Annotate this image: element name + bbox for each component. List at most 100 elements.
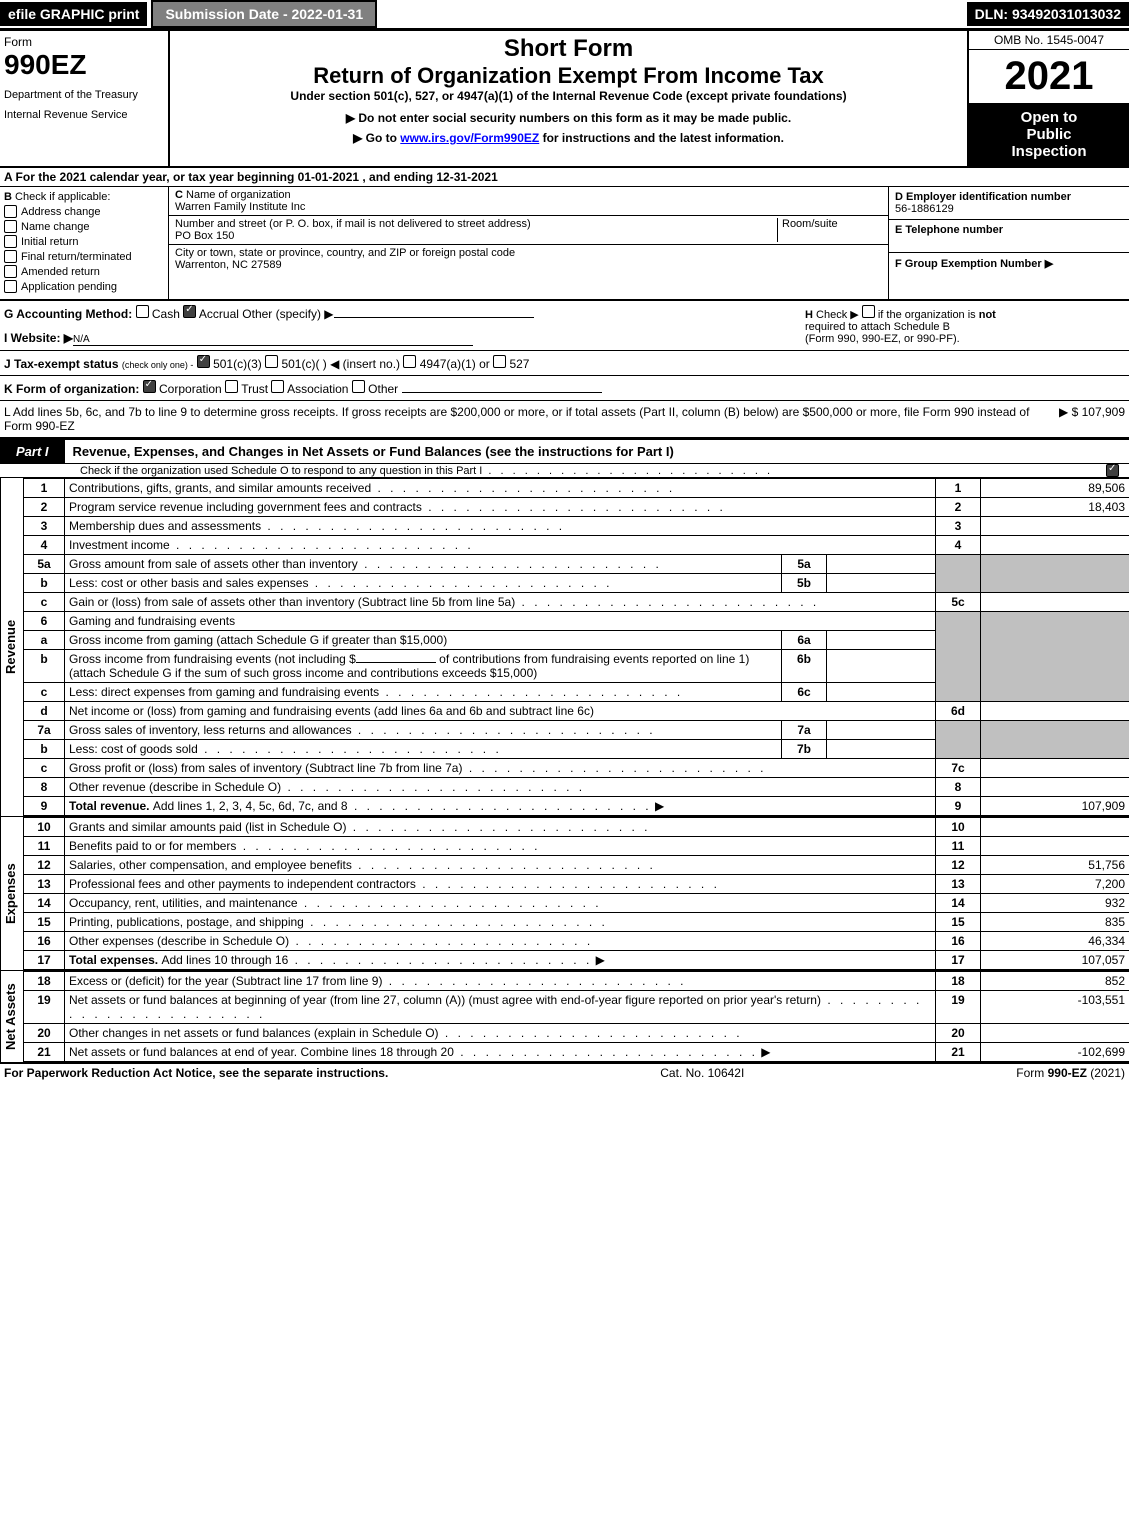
label: Gross sales of inventory, less returns a… bbox=[69, 723, 656, 737]
j-2: 501(c)( ) ◀ (insert no.) bbox=[281, 357, 400, 371]
line-5b: bLess: cost or other basis and sales exp… bbox=[24, 574, 1129, 593]
ein-cell: D Employer identification number 56-1886… bbox=[889, 187, 1129, 220]
goto-link[interactable]: www.irs.gov/Form990EZ bbox=[400, 131, 539, 145]
checkbox-icon[interactable] bbox=[862, 305, 875, 318]
label: Grants and similar amounts paid (list in… bbox=[69, 820, 650, 834]
line-11: 11Benefits paid to or for members11 bbox=[24, 837, 1129, 856]
footer-right-bold: 990-EZ bbox=[1048, 1066, 1087, 1080]
line-17: 17Total expenses. Add lines 10 through 1… bbox=[24, 951, 1129, 970]
form-header: Form 990EZ Department of the Treasury In… bbox=[0, 29, 1129, 168]
tax-year: 2021 bbox=[969, 50, 1129, 103]
checkbox-icon[interactable] bbox=[493, 355, 506, 368]
label: Other expenses (describe in Schedule O) bbox=[69, 934, 593, 948]
chk-initial-return[interactable]: Initial return bbox=[4, 235, 164, 248]
j-sub: (check only one) - bbox=[122, 360, 194, 370]
contrib-input[interactable] bbox=[356, 662, 436, 663]
line-7c: cGross profit or (loss) from sales of in… bbox=[24, 759, 1129, 778]
street-label: Number and street (or P. O. box, if mail… bbox=[175, 218, 531, 230]
line-6a: aGross income from gaming (attach Schedu… bbox=[24, 631, 1129, 650]
checkbox-icon[interactable] bbox=[271, 380, 284, 393]
org-form-line: K Form of organization: Corporation Trus… bbox=[0, 376, 1129, 401]
header-right: OMB No. 1545-0047 2021 Open to Public In… bbox=[967, 31, 1129, 166]
city-label: City or town, state or province, country… bbox=[175, 247, 515, 259]
label: Occupancy, rent, utilities, and maintena… bbox=[69, 896, 602, 910]
line-7a: 7aGross sales of inventory, less returns… bbox=[24, 721, 1129, 740]
label: Investment income bbox=[69, 538, 474, 552]
label2: Add lines 1, 2, 3, 4, 5c, 6d, 7c, and 8 bbox=[153, 799, 652, 813]
city: Warrenton, NC 27589 bbox=[175, 259, 282, 271]
street: PO Box 150 bbox=[175, 230, 234, 242]
chk-final-return[interactable]: Final return/terminated bbox=[4, 250, 164, 263]
checkbox-icon bbox=[4, 220, 17, 233]
h-text1: Check ▶ bbox=[816, 309, 859, 321]
page-footer: For Paperwork Reduction Act Notice, see … bbox=[0, 1064, 1129, 1082]
j-4: 527 bbox=[509, 357, 529, 371]
k-1: Corporation bbox=[159, 382, 222, 396]
part1-title: Revenue, Expenses, and Changes in Net As… bbox=[65, 444, 1129, 459]
section-b: B Check if applicable: Address change Na… bbox=[0, 187, 169, 299]
revenue-section: Revenue 1Contributions, gifts, grants, a… bbox=[0, 478, 1129, 817]
other-org-input[interactable] bbox=[402, 392, 602, 393]
checkbox-checked-icon[interactable] bbox=[143, 380, 156, 393]
other-input[interactable] bbox=[334, 317, 534, 318]
j-3: 4947(a)(1) or bbox=[420, 357, 490, 371]
g-cash: Cash bbox=[152, 307, 180, 321]
efile-label: efile GRAPHIC print bbox=[0, 2, 147, 26]
line-8: 8Other revenue (describe in Schedule O)8 bbox=[24, 778, 1129, 797]
line-1: 1Contributions, gifts, grants, and simil… bbox=[24, 479, 1129, 498]
f-label: F Group Exemption Number ▶ bbox=[895, 258, 1053, 270]
arrow-icon: ▶ bbox=[655, 799, 664, 813]
checkbox-icon[interactable] bbox=[352, 380, 365, 393]
checkbox-icon[interactable] bbox=[265, 355, 278, 368]
i-label: I Website: ▶ bbox=[4, 331, 73, 345]
checkbox-icon[interactable] bbox=[136, 305, 149, 318]
chk-address-change[interactable]: Address change bbox=[4, 205, 164, 218]
h-text4: (Form 990, 990-EZ, or 990-PF). bbox=[805, 333, 960, 345]
submission-date: Submission Date - 2022-01-31 bbox=[151, 0, 377, 28]
h-label: H bbox=[805, 309, 813, 321]
section-h: H Check ▶ if the organization is not req… bbox=[795, 305, 1125, 346]
chk-amended[interactable]: Amended return bbox=[4, 265, 164, 278]
open-inspection: Open to Public Inspection bbox=[969, 103, 1129, 166]
chk-pending[interactable]: Application pending bbox=[4, 280, 164, 293]
line-21: 21Net assets or fund balances at end of … bbox=[24, 1043, 1129, 1062]
checkbox-checked-icon[interactable] bbox=[183, 305, 196, 318]
checkbox-checked-icon[interactable] bbox=[197, 355, 210, 368]
label: Membership dues and assessments bbox=[69, 519, 565, 533]
k-2: Trust bbox=[241, 382, 268, 396]
org-name: Warren Family Institute Inc bbox=[175, 201, 305, 213]
top-bar: efile GRAPHIC print Submission Date - 20… bbox=[0, 0, 1129, 29]
dln-label: DLN: 93492031013032 bbox=[967, 2, 1129, 26]
footer-left: For Paperwork Reduction Act Notice, see … bbox=[4, 1066, 388, 1080]
line-20: 20Other changes in net assets or fund ba… bbox=[24, 1024, 1129, 1043]
open-line2: Public bbox=[971, 126, 1127, 143]
expenses-section: Expenses 10Grants and similar amounts pa… bbox=[0, 817, 1129, 971]
arrow-icon: ▶ bbox=[761, 1045, 770, 1059]
goto-post: for instructions and the latest informat… bbox=[539, 131, 784, 145]
k-3: Association bbox=[287, 382, 348, 396]
form-label: Form bbox=[4, 35, 164, 49]
open-line1: Open to bbox=[971, 109, 1127, 126]
checkbox-checked-icon[interactable] bbox=[1106, 464, 1119, 477]
chk-name-change[interactable]: Name change bbox=[4, 220, 164, 233]
label: Professional fees and other payments to … bbox=[69, 877, 720, 891]
name-label: Name of organization bbox=[186, 189, 291, 201]
phone-cell: E Telephone number bbox=[889, 220, 1129, 253]
line-12: 12Salaries, other compensation, and empl… bbox=[24, 856, 1129, 875]
d-label: D Employer identification number bbox=[895, 191, 1071, 203]
label: Net assets or fund balances at beginning… bbox=[69, 993, 922, 1021]
netassets-table: 18Excess or (deficit) for the year (Subt… bbox=[23, 971, 1129, 1062]
label: Gross amount from sale of assets other t… bbox=[69, 557, 662, 571]
checkbox-icon[interactable] bbox=[403, 355, 416, 368]
h-text2: if the organization is bbox=[878, 309, 979, 321]
opt-final-return: Final return/terminated bbox=[21, 251, 132, 263]
l-text: L Add lines 5b, 6c, and 7b to line 9 to … bbox=[4, 405, 1051, 433]
line-7b: bLess: cost of goods sold7b bbox=[24, 740, 1129, 759]
checkbox-icon bbox=[4, 280, 17, 293]
j-1: 501(c)(3) bbox=[213, 357, 262, 371]
label2: Add lines 10 through 16 bbox=[161, 953, 592, 967]
checkbox-icon[interactable] bbox=[225, 380, 238, 393]
section-a: A For the 2021 calendar year, or tax yea… bbox=[0, 168, 1129, 187]
website-line: I Website: ▶N/A bbox=[4, 331, 795, 346]
header-center: Short Form Return of Organization Exempt… bbox=[170, 31, 967, 166]
